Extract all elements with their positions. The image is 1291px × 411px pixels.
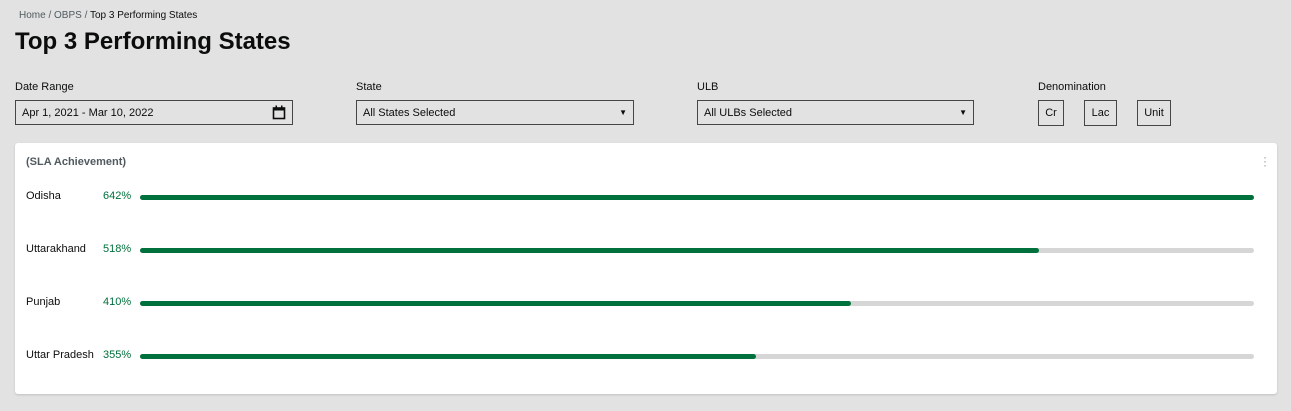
state-row: Odisha 642%: [15, 190, 1277, 204]
date-range-input[interactable]: Apr 1, 2021 - Mar 10, 2022: [15, 100, 293, 125]
progress-track: [140, 301, 1254, 306]
progress-fill: [140, 354, 756, 359]
state-value: All States Selected: [363, 106, 456, 119]
state-row: Punjab 410%: [15, 296, 1277, 310]
progress-fill: [140, 301, 852, 306]
state-percentage: 642%: [103, 190, 132, 202]
state-name: Punjab: [26, 296, 61, 308]
state-select[interactable]: All States Selected ▼: [356, 100, 634, 125]
state-row: Uttarakhand 518%: [15, 243, 1277, 257]
sla-achievement-card: (SLA Achievement) · · · Odisha 642% Uttarakh…: [15, 143, 1277, 394]
breadcrumb-home[interactable]: Home: [19, 10, 46, 21]
dropdown-arrow-icon: ▼: [959, 108, 967, 117]
state-percentage: 355%: [103, 349, 132, 361]
denomination-unit-button[interactable]: Unit: [1137, 100, 1171, 126]
state-name: Uttarakhand: [26, 243, 86, 255]
progress-fill: [140, 195, 1254, 200]
state-percentage: 410%: [103, 296, 132, 308]
denomination-cr-button[interactable]: Cr: [1038, 100, 1064, 126]
ulb-value: All ULBs Selected: [704, 106, 793, 119]
calendar-icon[interactable]: [272, 105, 286, 120]
breadcrumb: Home / OBPS / Top 3 Performing States: [19, 10, 197, 21]
date-range-label: Date Range: [15, 81, 74, 93]
state-row: Uttar Pradesh 355%: [15, 349, 1277, 363]
state-percentage: 518%: [103, 243, 132, 255]
state-name: Odisha: [26, 190, 61, 202]
page-title: Top 3 Performing States: [15, 28, 291, 55]
card-title: (SLA Achievement): [26, 156, 127, 168]
state-name: Uttar Pradesh: [26, 349, 94, 361]
ulb-select[interactable]: All ULBs Selected ▼: [697, 100, 974, 125]
progress-track: [140, 195, 1254, 200]
state-label: State: [356, 81, 382, 93]
breadcrumb-separator: /: [81, 10, 90, 21]
progress-track: [140, 354, 1254, 359]
progress-fill: [140, 248, 1039, 253]
breadcrumb-current: Top 3 Performing States: [89, 10, 198, 21]
breadcrumb-separator: /: [45, 10, 55, 21]
breadcrumb-obps[interactable]: OBPS: [54, 10, 82, 21]
more-options-icon[interactable]: · · ·: [1263, 150, 1267, 172]
denomination-lac-button[interactable]: Lac: [1084, 100, 1117, 126]
date-range-value: Apr 1, 2021 - Mar 10, 2022: [22, 106, 154, 119]
denomination-label: Denomination: [1038, 81, 1106, 93]
dropdown-arrow-icon: ▼: [619, 108, 627, 117]
ulb-label: ULB: [697, 81, 719, 93]
progress-track: [140, 248, 1254, 253]
